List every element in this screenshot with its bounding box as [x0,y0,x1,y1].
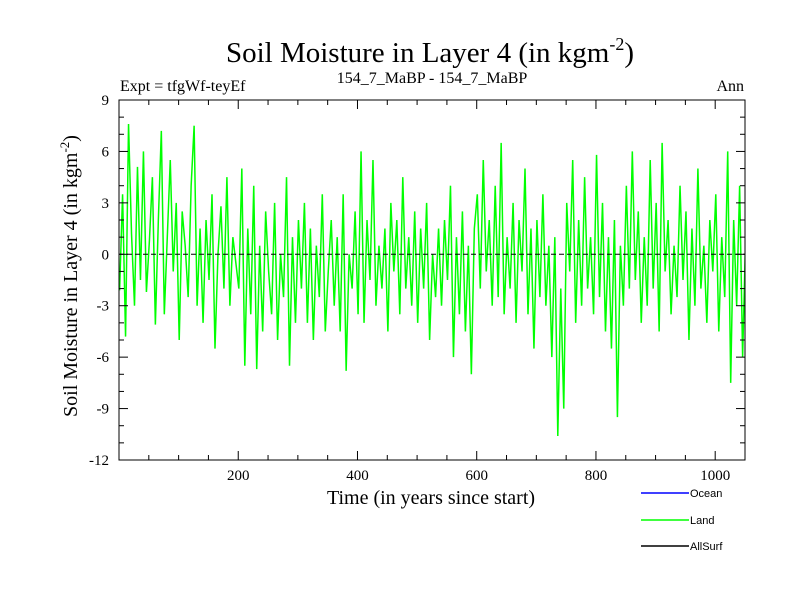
x-tick-label: 1000 [700,468,730,484]
y-tick-label: -3 [97,299,110,315]
legend-label-land: Land [690,515,714,527]
x-tick-label: 200 [227,468,250,484]
subtitle-period: 154_7_MaBP - 154_7_MaBP [337,70,528,87]
y-tick-label: -12 [89,453,109,469]
legend-label-allsurf: AllSurf [690,541,723,553]
x-tick-label: 600 [465,468,488,484]
y-tick-label: 9 [102,93,110,109]
legend: Ocean Land AllSurf [641,488,723,553]
y-tick-label: 0 [102,247,110,263]
y-tick-label: -6 [97,350,110,366]
subtitle-season: Ann [716,78,744,95]
plot-frame [118,99,746,461]
y-tick-label: -9 [97,402,110,418]
legend-label-ocean: Ocean [690,488,722,500]
y-tick-label: 3 [102,196,110,212]
chart-title: Soil Moisture in Layer 4 (in kgm-2) [226,34,634,69]
subtitle-experiment: Expt = tfgWf-teyEf [120,78,246,95]
x-axis-label: Time (in years since start) [327,487,535,509]
x-tick-label: 800 [585,468,608,484]
y-tick-label: 6 [102,144,110,160]
x-tick-label: 400 [346,468,369,484]
series-line-land [119,123,745,437]
y-axis-label: Soil Moisture in Layer 4 (in kgm-2) [57,135,82,417]
